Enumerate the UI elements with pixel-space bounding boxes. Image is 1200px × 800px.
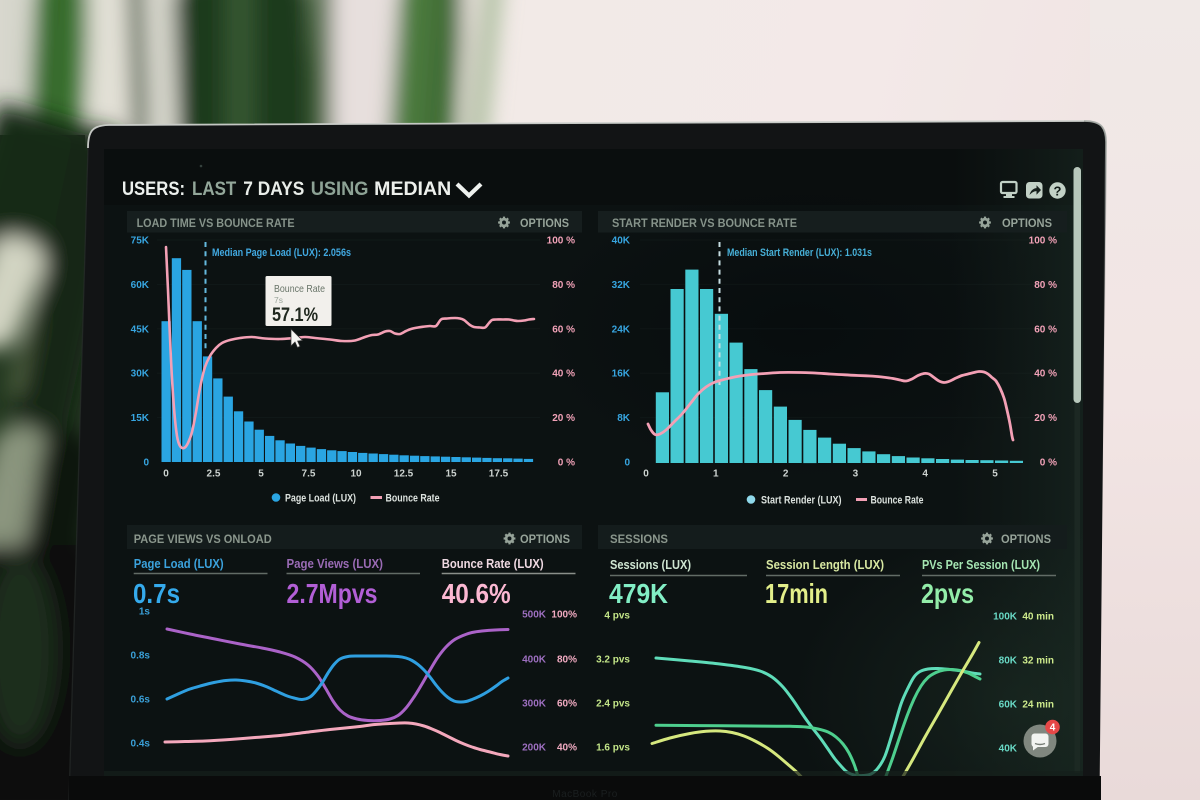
svg-text:Page Load (LUX): Page Load (LUX) bbox=[285, 493, 356, 505]
svg-text:40 min: 40 min bbox=[1022, 612, 1054, 623]
svg-text:5: 5 bbox=[992, 469, 998, 480]
svg-text:12.5: 12.5 bbox=[394, 469, 414, 480]
svg-text:60 %: 60 % bbox=[552, 324, 575, 335]
svg-text:1s: 1s bbox=[139, 607, 151, 618]
svg-text:0: 0 bbox=[143, 458, 149, 469]
svg-text:USERS:: USERS: bbox=[122, 179, 185, 200]
svg-text:Start Render (LUX): Start Render (LUX) bbox=[761, 495, 842, 507]
svg-text:2pvs: 2pvs bbox=[921, 578, 974, 609]
svg-text:PAGE VIEWS VS ONLOAD: PAGE VIEWS VS ONLOAD bbox=[134, 532, 272, 546]
svg-text:MEDIAN: MEDIAN bbox=[374, 179, 451, 200]
svg-text:40K: 40K bbox=[612, 236, 631, 247]
svg-text:40 %: 40 % bbox=[1034, 369, 1057, 380]
svg-text:300K: 300K bbox=[522, 699, 547, 710]
svg-text:100%: 100% bbox=[551, 610, 577, 621]
svg-text:7s: 7s bbox=[274, 295, 283, 305]
svg-text:LOAD TIME VS BOUNCE RATE: LOAD TIME VS BOUNCE RATE bbox=[137, 216, 295, 230]
svg-text:479K: 479K bbox=[609, 578, 668, 609]
svg-text:200K: 200K bbox=[522, 743, 547, 754]
svg-text:0: 0 bbox=[624, 458, 630, 469]
svg-text:500K: 500K bbox=[522, 610, 547, 621]
svg-text:?: ? bbox=[1054, 184, 1062, 199]
svg-text:Page Views (LUX): Page Views (LUX) bbox=[287, 556, 384, 571]
svg-text:45K: 45K bbox=[131, 324, 150, 335]
svg-text:Bounce Rate (LUX): Bounce Rate (LUX) bbox=[442, 556, 544, 571]
svg-text:0: 0 bbox=[643, 469, 649, 480]
svg-text:100 %: 100 % bbox=[547, 236, 575, 247]
svg-text:0.6s: 0.6s bbox=[131, 695, 151, 706]
svg-text:OPTIONS: OPTIONS bbox=[520, 534, 570, 546]
svg-text:START RENDER VS BOUNCE RATE: START RENDER VS BOUNCE RATE bbox=[612, 216, 797, 230]
svg-text:100K: 100K bbox=[993, 612, 1018, 623]
svg-text:60 %: 60 % bbox=[1034, 324, 1057, 335]
svg-text:Bounce Rate: Bounce Rate bbox=[274, 283, 325, 295]
svg-text:2.5: 2.5 bbox=[207, 469, 221, 480]
svg-text:80K: 80K bbox=[999, 656, 1018, 667]
svg-text:7.5: 7.5 bbox=[302, 469, 316, 480]
svg-text:Session Length (LUX): Session Length (LUX) bbox=[766, 557, 884, 572]
svg-text:0 %: 0 % bbox=[1040, 458, 1057, 469]
svg-text:4: 4 bbox=[1050, 723, 1056, 734]
svg-text:OPTIONS: OPTIONS bbox=[1002, 218, 1052, 230]
svg-text:4 pvs: 4 pvs bbox=[604, 611, 630, 622]
svg-text:OPTIONS: OPTIONS bbox=[1001, 534, 1051, 546]
svg-text:40%: 40% bbox=[557, 743, 577, 754]
svg-text:80%: 80% bbox=[557, 655, 577, 666]
svg-text:0 %: 0 % bbox=[558, 458, 575, 469]
svg-text:17.5: 17.5 bbox=[489, 469, 509, 480]
svg-text:15K: 15K bbox=[131, 413, 150, 424]
svg-text:1.6 pvs: 1.6 pvs bbox=[596, 743, 630, 754]
svg-text:60%: 60% bbox=[557, 699, 577, 710]
svg-text:OPTIONS: OPTIONS bbox=[520, 218, 569, 230]
svg-text:40.6%: 40.6% bbox=[442, 578, 511, 609]
svg-text:8K: 8K bbox=[617, 413, 631, 424]
svg-text:Median Start Render (LUX): 1.0: Median Start Render (LUX): 1.031s bbox=[727, 247, 872, 259]
svg-text:0.4s: 0.4s bbox=[131, 739, 151, 750]
svg-text:16K: 16K bbox=[612, 369, 631, 380]
svg-text:7 DAYS: 7 DAYS bbox=[243, 179, 304, 200]
svg-text:40 %: 40 % bbox=[552, 369, 575, 380]
svg-text:20 %: 20 % bbox=[552, 413, 575, 424]
svg-text:80 %: 80 % bbox=[552, 280, 575, 291]
svg-text:75K: 75K bbox=[131, 236, 150, 247]
svg-text:10: 10 bbox=[350, 469, 362, 480]
svg-text:0: 0 bbox=[163, 469, 169, 480]
svg-text:0.8s: 0.8s bbox=[131, 651, 151, 662]
svg-text:2.4 pvs: 2.4 pvs bbox=[596, 699, 630, 710]
svg-text:SESSIONS: SESSIONS bbox=[610, 532, 668, 546]
svg-text:2.7Mpvs: 2.7Mpvs bbox=[287, 578, 378, 609]
svg-text:15: 15 bbox=[445, 469, 457, 480]
svg-text:2: 2 bbox=[783, 469, 789, 480]
svg-text:57.1%: 57.1% bbox=[272, 304, 318, 326]
svg-text:LAST: LAST bbox=[192, 179, 237, 200]
svg-text:MacBook Pro: MacBook Pro bbox=[552, 789, 618, 800]
svg-text:3: 3 bbox=[853, 469, 859, 480]
svg-text:24 min: 24 min bbox=[1022, 700, 1054, 711]
svg-text:Page Load (LUX): Page Load (LUX) bbox=[134, 556, 224, 571]
svg-text:Bounce Rate: Bounce Rate bbox=[386, 493, 440, 505]
svg-text:100 %: 100 % bbox=[1029, 236, 1057, 247]
svg-text:4: 4 bbox=[922, 469, 928, 480]
svg-text:Median Page Load (LUX): 2.056s: Median Page Load (LUX): 2.056s bbox=[212, 247, 351, 259]
svg-text:40K: 40K bbox=[999, 744, 1018, 755]
svg-text:3.2 pvs: 3.2 pvs bbox=[596, 655, 630, 666]
svg-text:0.7s: 0.7s bbox=[133, 578, 180, 609]
svg-text:32K: 32K bbox=[612, 280, 631, 291]
svg-text:20 %: 20 % bbox=[1034, 413, 1057, 424]
svg-text:5: 5 bbox=[258, 469, 264, 480]
svg-text:17min: 17min bbox=[765, 578, 828, 609]
svg-text:PVs Per Session (LUX): PVs Per Session (LUX) bbox=[922, 557, 1040, 572]
svg-text:24K: 24K bbox=[612, 324, 631, 335]
svg-text:60K: 60K bbox=[999, 700, 1018, 711]
svg-text:Sessions (LUX): Sessions (LUX) bbox=[610, 557, 691, 572]
svg-text:Bounce Rate: Bounce Rate bbox=[871, 495, 924, 507]
svg-text:400K: 400K bbox=[522, 655, 547, 666]
svg-text:32 min: 32 min bbox=[1022, 656, 1054, 667]
svg-text:30K: 30K bbox=[131, 369, 150, 380]
svg-text:1: 1 bbox=[713, 469, 719, 480]
svg-text:60K: 60K bbox=[131, 280, 150, 291]
svg-text:USING: USING bbox=[311, 179, 369, 200]
svg-text:80 %: 80 % bbox=[1034, 280, 1057, 291]
